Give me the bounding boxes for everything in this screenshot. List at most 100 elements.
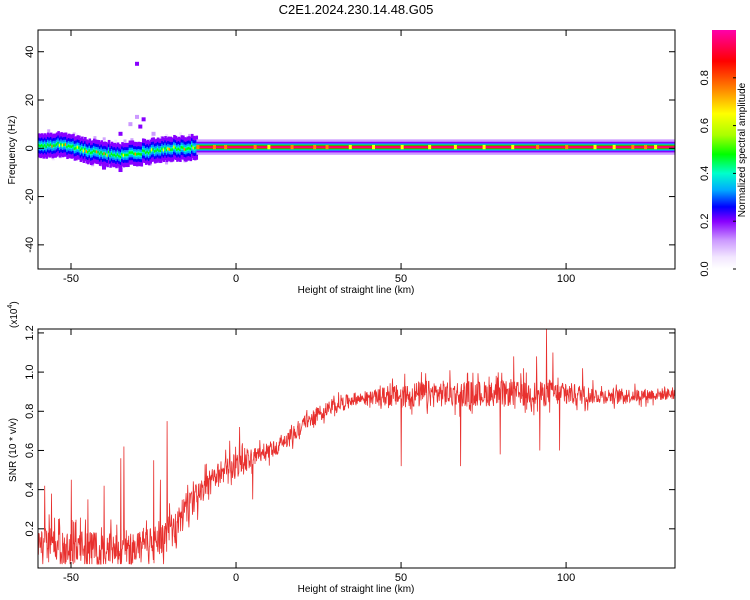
spectrogram-cell bbox=[177, 147, 181, 151]
carrier-band-peak bbox=[224, 144, 228, 150]
spectrogram-cell bbox=[188, 133, 192, 137]
spectrogram-cell bbox=[140, 153, 144, 156]
colorbar-tick-label: 0.0 bbox=[699, 261, 711, 276]
spectrogram-cell bbox=[153, 150, 157, 153]
spectrogram-cell bbox=[193, 147, 197, 150]
spectrogram-cell bbox=[185, 148, 188, 151]
spectrogram-cell bbox=[125, 153, 129, 157]
spectrogram-cell bbox=[155, 149, 158, 153]
spectrogram-cell bbox=[102, 137, 106, 141]
carrier-band-peak bbox=[290, 144, 294, 150]
spectrogram-cell bbox=[118, 154, 121, 158]
spectrogram-cell bbox=[54, 144, 57, 147]
x-tick-label: 50 bbox=[395, 273, 407, 285]
x-tick-label: 0 bbox=[233, 572, 239, 584]
y-tick-label: 0.2 bbox=[24, 521, 36, 536]
spectrogram-cell bbox=[176, 148, 179, 151]
spectrogram-cell bbox=[127, 153, 130, 157]
colorbar-tick-label: 0.8 bbox=[699, 70, 711, 85]
spectrogram-cell bbox=[52, 144, 56, 147]
spectrogram-scatter-point bbox=[118, 168, 123, 173]
spectrogram-cell bbox=[87, 151, 90, 154]
spectrogram-cell bbox=[89, 151, 93, 155]
spectrogram-cell bbox=[66, 145, 69, 149]
spectrogram-scatter-point bbox=[128, 122, 133, 127]
x-tick-label: 0 bbox=[233, 273, 239, 285]
spectrogram-scatter-point bbox=[135, 61, 140, 66]
spectrogram-cell bbox=[116, 153, 120, 156]
snr-data bbox=[38, 329, 675, 565]
x-tick-label: 100 bbox=[557, 273, 575, 285]
x-tick-label: 100 bbox=[557, 572, 575, 584]
spectrogram-cell bbox=[39, 144, 43, 148]
spectrogram-cell bbox=[128, 151, 132, 154]
spectrogram-cell bbox=[123, 139, 127, 143]
snr-series-line bbox=[38, 329, 675, 565]
spectrogram-cell bbox=[137, 152, 141, 156]
carrier-band-peak bbox=[325, 144, 329, 150]
carrier-band-peak bbox=[565, 144, 569, 150]
y-tick-label: 0.4 bbox=[24, 482, 36, 497]
y-tick-label: 0 bbox=[24, 145, 36, 151]
spectrogram-scatter-point bbox=[138, 124, 143, 129]
spectrogram-cell bbox=[93, 136, 97, 140]
spectrogram-cell bbox=[74, 133, 78, 137]
spectrogram-cell bbox=[144, 151, 148, 155]
spectrogram-cell bbox=[45, 145, 49, 148]
spectrogram-cell bbox=[73, 147, 77, 150]
spectrogram-cell bbox=[69, 145, 72, 148]
colorbar-label: Normalized spectral amplitude bbox=[737, 82, 748, 217]
spectrogram-panel: -50 0 50 100 -40 -20 0 20 40 Height of straight… bbox=[7, 29, 676, 296]
x-tick-label: -50 bbox=[63, 273, 79, 285]
spectrogram-cell bbox=[40, 144, 44, 147]
spectrogram-cell bbox=[190, 144, 194, 148]
spectrogram-cell bbox=[101, 152, 105, 156]
spectrogram-frame bbox=[37, 29, 676, 270]
snr-y-label: SNR (10 * v/v) bbox=[8, 418, 19, 482]
spectrogram-scatter-point bbox=[102, 165, 107, 170]
spectrogram-cell bbox=[165, 161, 169, 165]
spectrogram-cell bbox=[115, 154, 118, 158]
spectrogram-cell bbox=[158, 149, 161, 152]
y-tick-label: 1.0 bbox=[24, 364, 36, 379]
spectrogram-cell bbox=[130, 138, 134, 142]
spectrogram-cell bbox=[179, 148, 182, 152]
spectrogram-cell bbox=[174, 146, 178, 150]
y-tick-label: 0.6 bbox=[24, 443, 36, 458]
snr-x-ticks: -50 0 50 100 bbox=[63, 329, 575, 584]
spectrogram-cell bbox=[88, 149, 92, 152]
spectrogram-cell bbox=[119, 155, 123, 159]
spectrogram-cell bbox=[49, 143, 53, 146]
spectrogram-cell bbox=[188, 147, 191, 150]
spectrogram-cell bbox=[189, 147, 193, 151]
colorbar-ticks: 0.0 0.2 0.4 0.6 0.8 bbox=[699, 70, 736, 277]
y-tick-label: 40 bbox=[24, 46, 36, 58]
spectrogram-cell bbox=[130, 151, 133, 154]
spectrogram-x-label: Height of straight line (km) bbox=[298, 285, 415, 296]
spectrogram-cell bbox=[43, 144, 47, 147]
spectrogram-data bbox=[38, 61, 675, 173]
spectrogram-cell bbox=[165, 148, 169, 152]
spectrogram-cell bbox=[84, 147, 87, 151]
colorbar-tick-label: 0.4 bbox=[699, 166, 711, 181]
spectrogram-cell bbox=[141, 149, 145, 152]
spectrogram-cell bbox=[165, 133, 169, 137]
carrier-band-peak bbox=[348, 144, 352, 150]
spectrogram-cell bbox=[156, 148, 160, 151]
spectrogram-cell bbox=[79, 148, 83, 152]
spectrogram-cell bbox=[100, 151, 103, 154]
spectrogram-cell bbox=[98, 152, 102, 156]
spectrogram-cell bbox=[67, 144, 71, 147]
spectrogram-cell bbox=[171, 148, 175, 151]
spectrogram-cell bbox=[152, 148, 155, 151]
colorbar: 0.0 0.2 0.4 0.6 0.8 Normalized spectral ampl… bbox=[699, 30, 748, 277]
colorbar-tick-label: 0.2 bbox=[699, 214, 711, 229]
spectrogram-cell bbox=[107, 150, 111, 154]
spectrogram-cell bbox=[109, 154, 112, 157]
spectrogram-cell bbox=[78, 146, 81, 149]
spectrogram-cell bbox=[113, 153, 117, 157]
carrier-band-peak bbox=[482, 144, 486, 150]
spectrogram-cell bbox=[136, 153, 139, 156]
carrier-band-peak bbox=[644, 144, 648, 150]
colorbar-tick-label: 0.6 bbox=[699, 118, 711, 133]
